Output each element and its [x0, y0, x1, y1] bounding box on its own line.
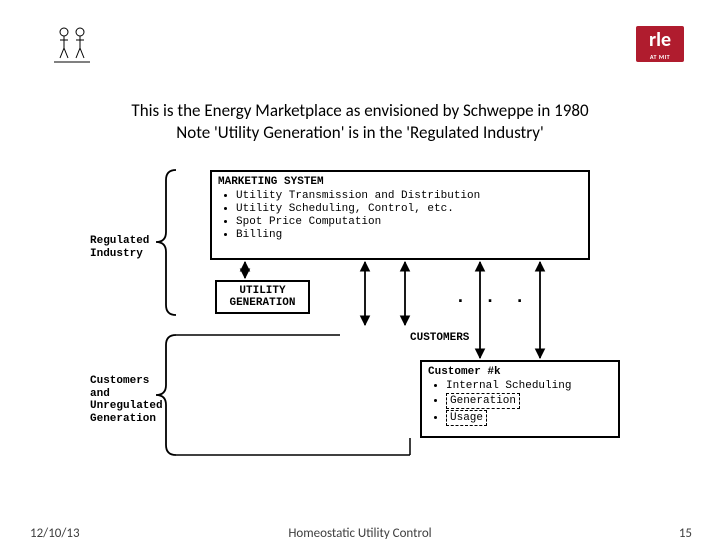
customers-unregulated-label: Customers and Unregulated Generation	[90, 375, 163, 426]
institution-sketch-logo	[48, 20, 96, 68]
customer-k-box: Customer #k Internal Scheduling Generati…	[420, 360, 620, 438]
marketing-item: Billing	[236, 229, 582, 241]
title-line-2: Note 'Utility Generation' is in the 'Reg…	[0, 122, 720, 144]
slide-title: This is the Energy Marketplace as envisi…	[0, 100, 720, 144]
rle-logo-sub: AT MIT	[636, 54, 684, 60]
utility-generation-text: UTILITY GENERATION	[229, 285, 295, 309]
customers-unregulated-text: Customers and Unregulated Generation	[90, 375, 163, 425]
marketing-system-box: MARKETING SYSTEM Utility Transmission an…	[210, 170, 590, 260]
customer-k-item: Internal Scheduling	[446, 380, 612, 392]
ellipsis: . . .	[455, 288, 529, 309]
rle-logo: rle AT MIT	[636, 26, 684, 62]
customer-k-dashed-item: Generation	[446, 393, 612, 409]
marketing-item: Spot Price Computation	[236, 216, 582, 228]
footer-page-number: 15	[679, 526, 692, 540]
marketing-item: Utility Scheduling, Control, etc.	[236, 203, 582, 215]
energy-marketplace-diagram: Regulated Industry Customers and Unregul…	[80, 160, 660, 480]
regulated-industry-label: Regulated Industry	[90, 235, 149, 260]
marketing-item: Utility Transmission and Distribution	[236, 190, 582, 202]
marketing-system-title: MARKETING SYSTEM	[218, 176, 582, 188]
customers-label: CUSTOMERS	[410, 332, 469, 345]
title-line-1: This is the Energy Marketplace as envisi…	[0, 100, 720, 122]
footer-center: Homeostatic Utility Control	[0, 526, 720, 540]
utility-generation-box: UTILITY GENERATION	[215, 280, 310, 314]
customer-k-title: Customer #k	[428, 366, 612, 378]
customer-k-list: Internal Scheduling Generation Usage	[428, 380, 612, 426]
customer-k-dashed-item: Usage	[446, 410, 612, 426]
rle-logo-main: rle	[649, 28, 671, 52]
regulated-industry-text: Regulated Industry	[90, 235, 149, 260]
marketing-system-list: Utility Transmission and Distribution Ut…	[218, 190, 582, 241]
